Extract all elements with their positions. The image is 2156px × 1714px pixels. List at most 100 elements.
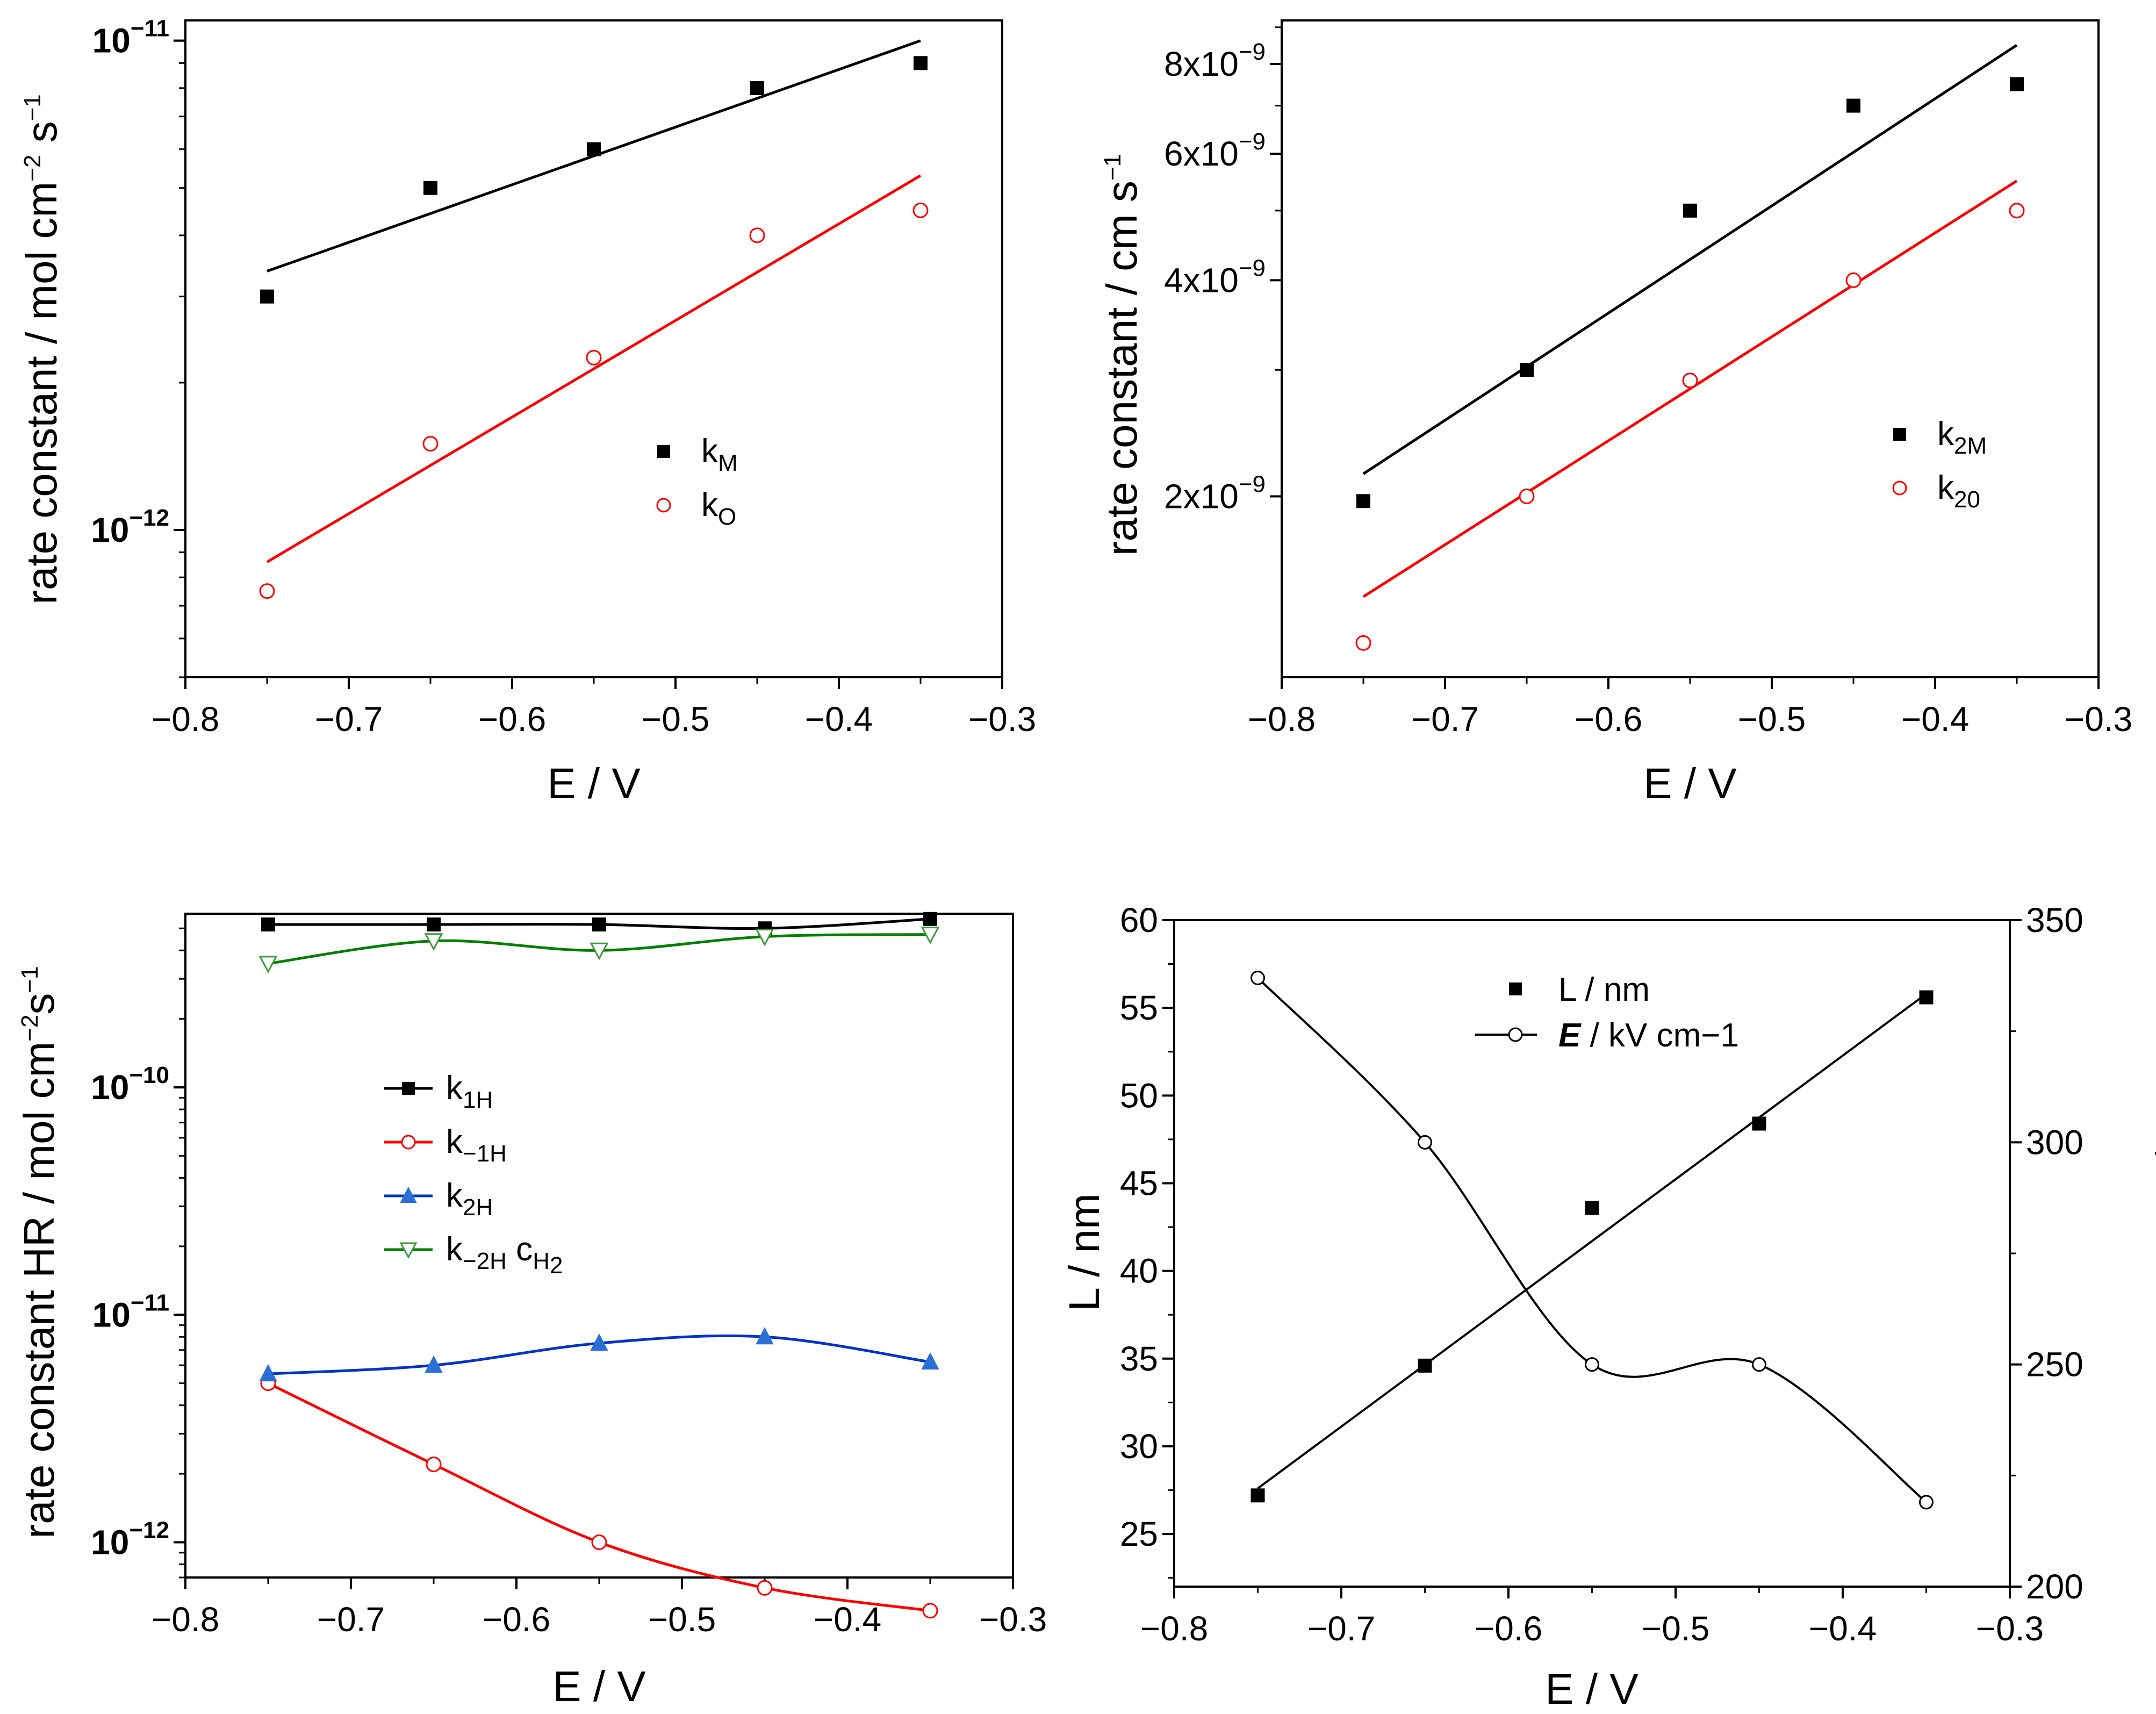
panel-a: −0.8 −0.7 −0.6 −0.5 −0.4 −0.3 10−11 10−12 kM kO E… bbox=[18, 16, 1036, 807]
x-tick-label: −0.6 bbox=[478, 700, 546, 738]
data-point bbox=[1893, 428, 1906, 441]
data-point bbox=[1585, 1201, 1599, 1215]
data-point bbox=[1846, 98, 1860, 113]
x-tick-label: −0.8 bbox=[152, 1600, 219, 1639]
data-point bbox=[1251, 1488, 1265, 1503]
x-tick-label: −0.4 bbox=[805, 700, 873, 738]
data-point bbox=[1919, 1495, 1934, 1510]
data-point bbox=[261, 917, 275, 932]
legend-label: k−2H cH2 bbox=[446, 1231, 563, 1279]
data-point bbox=[259, 1364, 277, 1382]
x-tick-label: −0.6 bbox=[1475, 1609, 1542, 1648]
data-point bbox=[1585, 1357, 1599, 1372]
data-point bbox=[1682, 372, 1698, 389]
y-tick-label: 10−12 bbox=[91, 505, 169, 549]
y-tick-label: 60 bbox=[1120, 901, 1158, 940]
data-point bbox=[923, 912, 937, 926]
y-tick-label: 10−10 bbox=[91, 1062, 169, 1107]
y-tick-label: 50 bbox=[1120, 1076, 1158, 1115]
y-tick-label: 35 bbox=[1120, 1339, 1158, 1378]
data-point bbox=[258, 956, 278, 974]
x-tick-label: −0.3 bbox=[2065, 700, 2132, 738]
plot-frame bbox=[184, 19, 1003, 678]
data-point bbox=[399, 1242, 418, 1259]
x-tick-label: −0.5 bbox=[1738, 700, 1806, 738]
legend-label: E / kV cm−1 bbox=[1558, 1017, 1739, 1054]
data-point bbox=[591, 1534, 607, 1550]
panel-c: −0.8 −0.7 −0.6 −0.5 −0.4 −0.3 10−10 10−11 10−12 k… bbox=[15, 912, 1047, 1710]
data-point bbox=[1919, 990, 1934, 1005]
data-point bbox=[426, 1457, 442, 1473]
data-point bbox=[590, 942, 609, 960]
x-tick-label: −0.5 bbox=[1642, 1609, 1709, 1648]
y-axis-label: rate constant HR / mol cm−2s−1 bbox=[15, 966, 63, 1538]
panel-b: −0.8 −0.7 −0.6 −0.5 −0.4 −0.3 2x10−9 4x10−9 6x10… bbox=[1098, 19, 2132, 807]
plot-area: −0.8 −0.7 −0.6 −0.5 −0.4 −0.3 2x10−9 4x10−9 6x10… bbox=[1164, 26, 2132, 738]
y-axis-label: rate constant / mol cm−2 s−1 bbox=[18, 94, 66, 605]
x-axis-label: E / V bbox=[1643, 759, 1737, 807]
data-point bbox=[590, 1333, 608, 1351]
data-point bbox=[912, 202, 929, 218]
y2-axis-label: E / kV cm−1 bbox=[2148, 1147, 2156, 1358]
x-tick-label: −0.3 bbox=[979, 1600, 1047, 1639]
data-point bbox=[921, 1352, 939, 1370]
data-point bbox=[427, 917, 441, 932]
plot-frame bbox=[184, 913, 1014, 1579]
y2-tick-label: 300 bbox=[2026, 1123, 2083, 1161]
fit-line bbox=[266, 174, 922, 563]
y-tick-label: 10−11 bbox=[92, 1289, 169, 1334]
data-point bbox=[425, 1355, 443, 1373]
y-axis-label: rate constant / cm s−1 bbox=[1098, 154, 1146, 556]
x-tick-label: −0.7 bbox=[317, 1600, 385, 1639]
fit-line bbox=[1362, 180, 2018, 598]
data-point bbox=[1520, 363, 1534, 377]
y-tick-label: 25 bbox=[1120, 1515, 1158, 1553]
legend-label: k−1H bbox=[446, 1123, 507, 1167]
data-point bbox=[755, 929, 774, 946]
data-point bbox=[1752, 1116, 1766, 1131]
data-point bbox=[922, 1603, 938, 1619]
x-tick-label: −0.4 bbox=[814, 1600, 881, 1639]
data-point bbox=[1418, 1135, 1432, 1150]
x-tick-label: −0.5 bbox=[642, 700, 709, 738]
data-point bbox=[1892, 481, 1907, 496]
data-point bbox=[1355, 635, 1371, 651]
plot-area: −0.8 −0.7 −0.6 −0.5 −0.4 −0.3 25 30 35 40 45 50 55 60… bbox=[1120, 901, 2083, 1648]
legend-label: k1H bbox=[446, 1070, 493, 1113]
data-point bbox=[756, 1327, 774, 1345]
x-tick-label: −0.5 bbox=[648, 1600, 716, 1639]
panel-d: −0.8 −0.7 −0.6 −0.5 −0.4 −0.3 25 30 35 40 45 50 55 60… bbox=[1060, 901, 2156, 1713]
y-tick-label: 30 bbox=[1120, 1427, 1158, 1466]
y2-tick-label: 350 bbox=[2026, 901, 2083, 940]
data-point bbox=[1683, 203, 1697, 218]
data-point bbox=[1508, 1027, 1523, 1042]
x-tick-label: −0.7 bbox=[1411, 700, 1479, 738]
x-tick-label: −0.8 bbox=[1140, 1609, 1208, 1648]
data-point bbox=[749, 227, 765, 243]
x-tick-label: −0.4 bbox=[1901, 700, 1969, 738]
y-axis-label: L / nm bbox=[1060, 1193, 1108, 1311]
y-tick-label: 10−12 bbox=[91, 1517, 169, 1561]
data-point bbox=[424, 933, 443, 951]
y-tick-label: 10−11 bbox=[92, 16, 169, 60]
x-tick-label: −0.8 bbox=[1248, 700, 1316, 738]
legend-label: kM bbox=[701, 433, 738, 476]
data-point bbox=[422, 436, 439, 452]
y-tick-label: 55 bbox=[1120, 988, 1158, 1027]
data-point bbox=[1356, 494, 1370, 508]
data-point bbox=[656, 498, 671, 513]
data-point bbox=[750, 81, 764, 95]
legend-label: kO bbox=[701, 486, 736, 530]
data-point bbox=[1251, 970, 1265, 985]
plot-frame bbox=[1281, 19, 2100, 678]
data-point bbox=[2009, 203, 2025, 219]
y-tick-label: 2x10−9 bbox=[1164, 471, 1266, 516]
data-point bbox=[1418, 1358, 1432, 1373]
x-tick-label: −0.6 bbox=[483, 1600, 550, 1639]
legend-label: L / nm bbox=[1558, 971, 1650, 1008]
data-point bbox=[1509, 982, 1522, 995]
data-point bbox=[1519, 489, 1535, 505]
series-line bbox=[1257, 977, 1927, 1503]
legend-label: k20 bbox=[1937, 469, 1980, 513]
